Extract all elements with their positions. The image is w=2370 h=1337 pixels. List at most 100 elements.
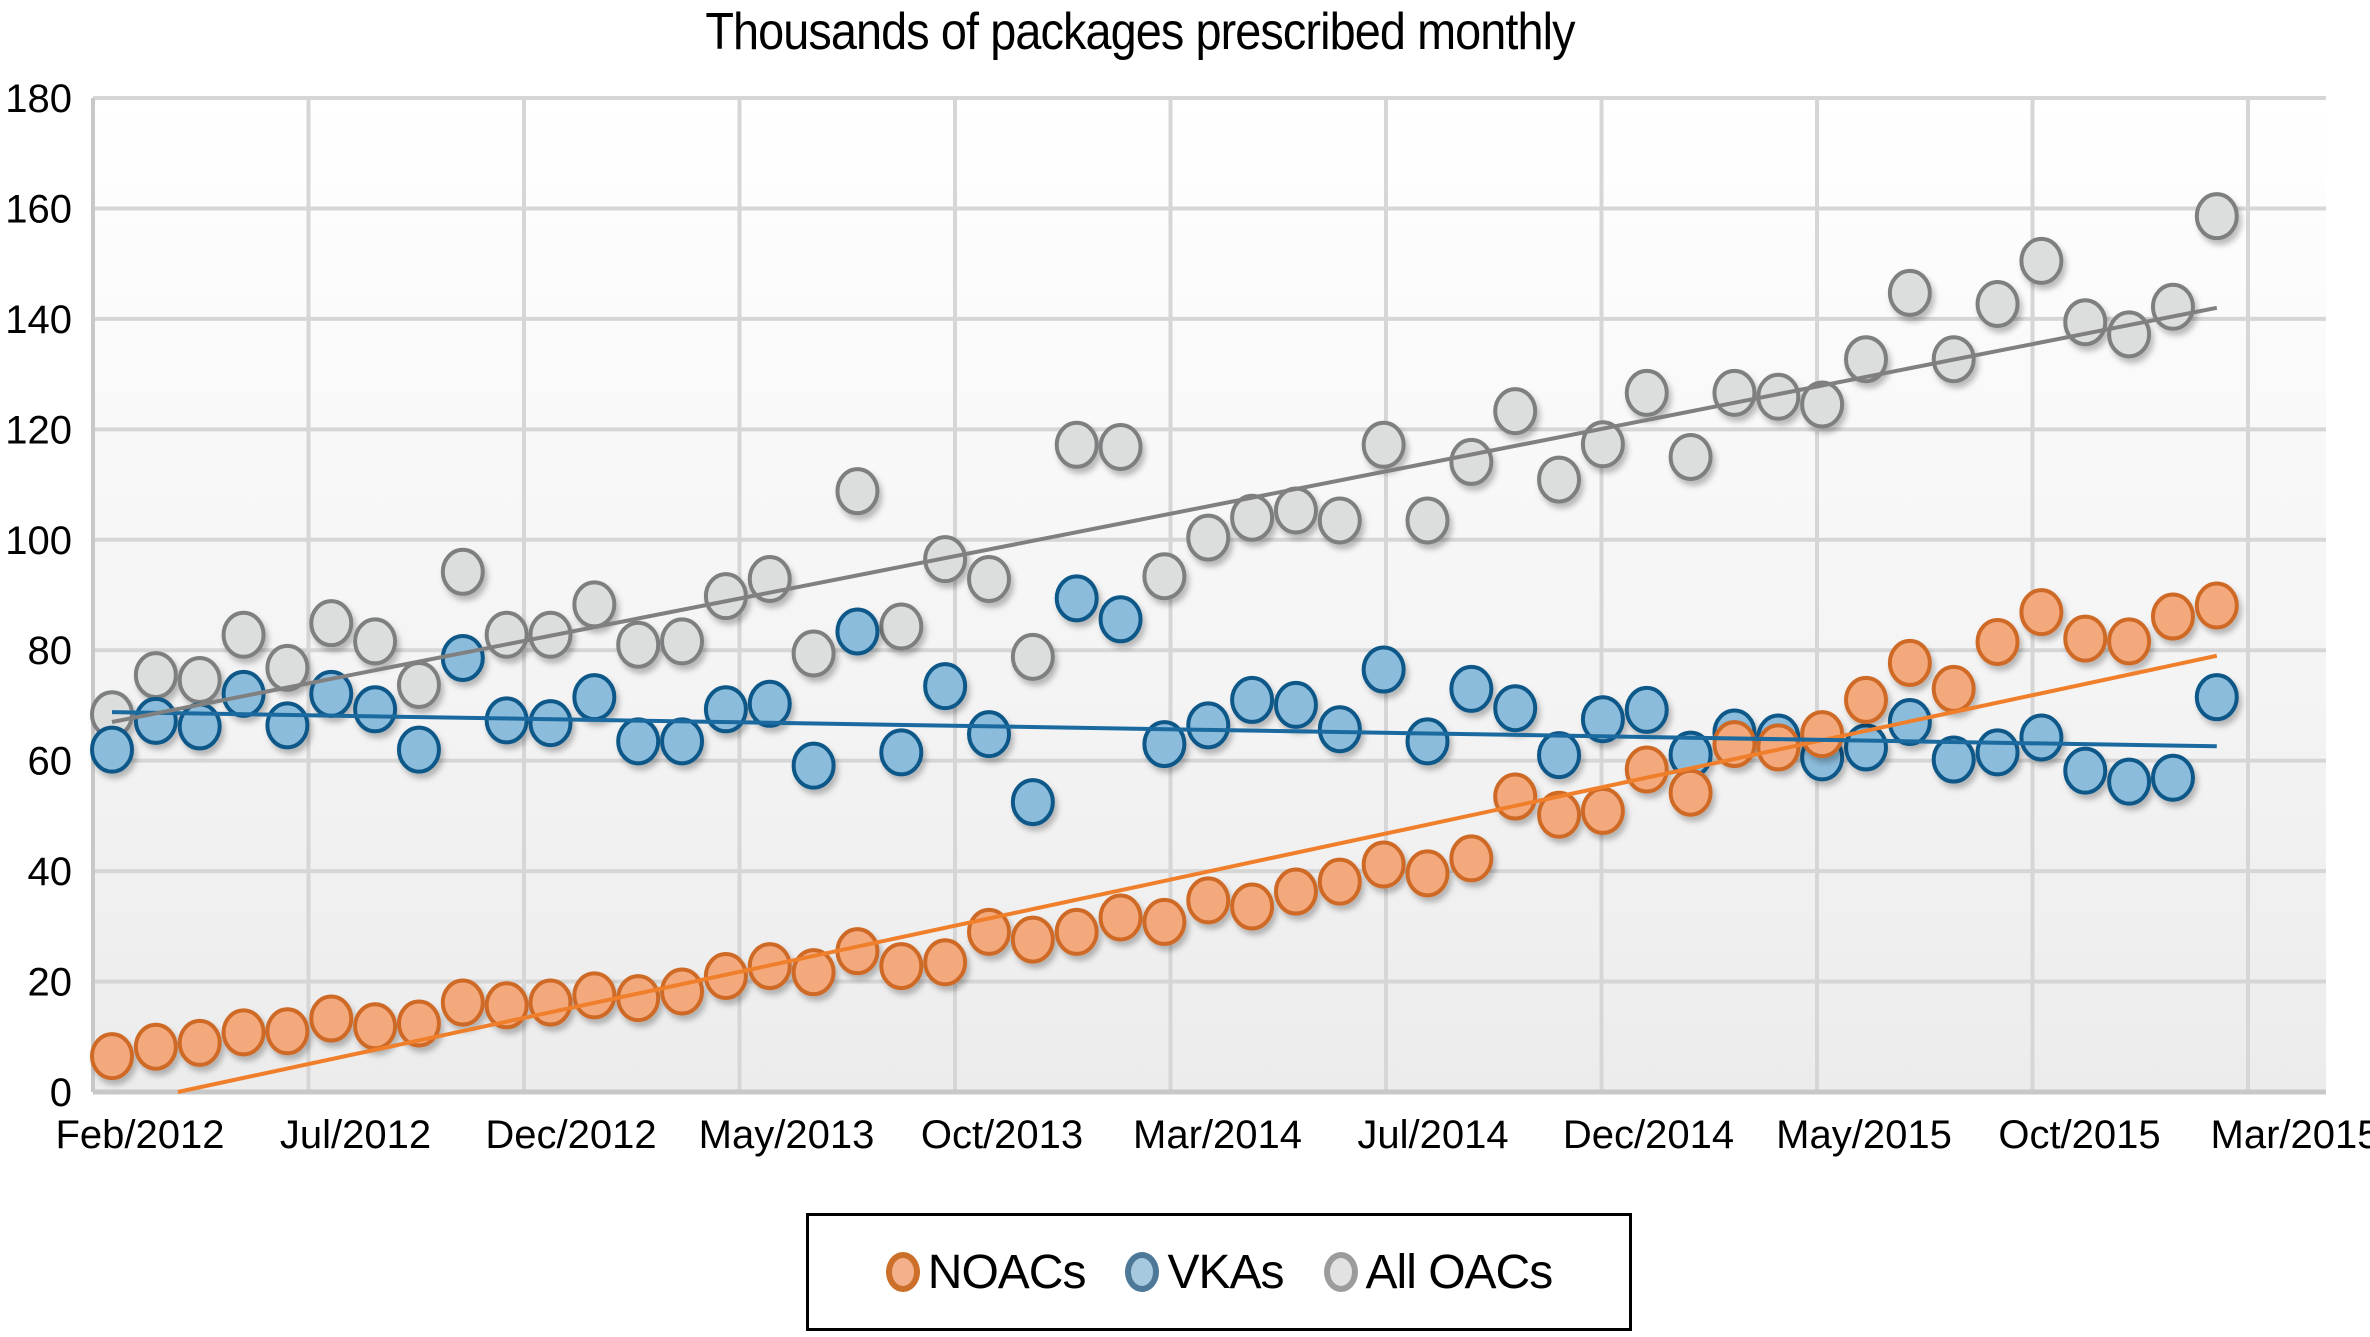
all-oacs-point <box>265 643 310 692</box>
all-oacs-point <box>616 620 661 669</box>
noacs-point <box>1010 915 1055 964</box>
vkas-point <box>1054 574 1099 623</box>
noacs-point <box>1800 710 1845 759</box>
y-tick-label: 0 <box>50 1071 72 1115</box>
noacs-point <box>353 1002 398 1051</box>
y-tick-label: 40 <box>28 850 73 894</box>
x-tick-label: Dec/2014 <box>1563 1113 1734 1157</box>
all-oacs-point <box>1186 513 1231 562</box>
series-all-oacs <box>90 192 2239 739</box>
plot-area <box>93 98 2326 1092</box>
all-oacs-point <box>1493 387 1538 436</box>
x-tick-label: Oct/2013 <box>921 1113 1083 1157</box>
noacs-marker-icon <box>885 1252 920 1292</box>
vkas-point <box>396 725 441 774</box>
series-noacs <box>90 581 2239 1081</box>
noacs-point <box>1537 790 1582 839</box>
vkas-point <box>1230 675 1275 724</box>
x-tick-label: May/2015 <box>1776 1113 1952 1157</box>
vkas-point <box>90 725 134 774</box>
vkas-point <box>2107 757 2152 806</box>
noacs-point <box>1317 857 1362 906</box>
all-oacs-point <box>1098 423 1143 472</box>
noacs-point <box>572 971 617 1020</box>
all-oacs-point <box>1273 486 1318 535</box>
all-oacs-point <box>221 610 266 659</box>
all-oacs-point <box>1361 420 1406 469</box>
vkas-point <box>879 728 924 777</box>
vkas-point <box>1361 645 1406 694</box>
vkas-point <box>1975 728 2020 777</box>
vkas-point <box>1317 705 1362 754</box>
vkas-marker-icon <box>1125 1252 1160 1292</box>
noacs-point <box>1844 675 1888 724</box>
legend: NOACs VKAs All OACs <box>806 1213 1632 1331</box>
noacs-point <box>1273 867 1318 916</box>
vkas-point <box>572 673 617 722</box>
noacs-point <box>1186 876 1231 925</box>
all-oacs-point <box>1624 368 1669 417</box>
all-oacs-point <box>835 467 880 516</box>
vkas-point <box>1010 778 1055 827</box>
x-tick-label: Oct/2015 <box>1998 1113 2160 1157</box>
x-tick-label: Jul/2014 <box>1357 1113 1508 1157</box>
legend-label-noacs: NOACs <box>927 1245 1087 1299</box>
noacs-point <box>1624 745 1669 794</box>
vkas-point <box>1142 720 1187 769</box>
vkas-point <box>1449 664 1494 713</box>
vkas-point <box>703 685 748 734</box>
legend-item-vkas[interactable]: VKAs <box>1125 1245 1285 1300</box>
all-oacs-point <box>703 572 748 621</box>
vkas-point <box>133 696 178 745</box>
noacs-point <box>265 1007 310 1056</box>
all-oacs-point <box>353 617 398 666</box>
all-oacs-point <box>1844 335 1888 384</box>
noacs-point <box>1230 882 1275 931</box>
y-tick-label: 80 <box>28 629 73 673</box>
all-oacs-point <box>660 617 705 666</box>
vkas-point <box>967 710 1011 759</box>
vkas-point <box>2194 673 2239 722</box>
all-oacs-point <box>1580 420 1625 469</box>
noacs-point <box>2150 592 2195 641</box>
noacs-point <box>1449 834 1494 883</box>
legend-item-noacs[interactable]: NOACs <box>885 1245 1087 1300</box>
vkas-point <box>1624 685 1669 734</box>
vkas-point <box>353 685 398 734</box>
y-tick-label: 160 <box>5 187 72 231</box>
all-oacs-point <box>1668 432 1713 481</box>
all-oacs-point <box>1405 496 1450 545</box>
noacs-point <box>396 999 441 1048</box>
all-oacs-point <box>967 554 1011 603</box>
all-oacs-point <box>1712 368 1757 417</box>
noacs-point <box>90 1032 134 1081</box>
noacs-trend-line <box>177 653 2218 1094</box>
all-oacs-point <box>2194 192 2239 241</box>
vkas-point <box>1931 735 1976 784</box>
vkas-point <box>440 633 485 682</box>
all-oacs-point <box>1449 437 1494 486</box>
noacs-point <box>2063 614 2108 663</box>
y-tick-label: 20 <box>28 961 73 1005</box>
vkas-point <box>1273 680 1318 729</box>
noacs-point <box>1493 772 1538 821</box>
noacs-point <box>2194 581 2239 630</box>
vkas-point <box>2019 713 2064 762</box>
noacs-point <box>1931 664 1976 713</box>
vkas-point <box>660 717 705 766</box>
noacs-point <box>1405 849 1450 898</box>
vkas-point <box>1493 684 1538 733</box>
x-tick-label: Feb/2012 <box>55 1113 224 1157</box>
noacs-point <box>660 967 705 1016</box>
legend-label-vkas: VKAs <box>1167 1245 1284 1299</box>
all-oacs-point <box>1975 279 2020 328</box>
all-oacs-point <box>2107 310 2152 359</box>
x-axis-ticks: Feb/2012 Jul/2012 Dec/2012 May/2013 Oct/2013… <box>55 1113 2370 1157</box>
noacs-point <box>1975 617 2020 666</box>
y-tick-label: 100 <box>5 519 72 563</box>
y-tick-label: 140 <box>5 298 72 342</box>
x-tick-label: Dec/2012 <box>485 1113 656 1157</box>
all-oacs-point <box>1142 552 1187 601</box>
legend-item-all-oacs[interactable]: All OACs <box>1323 1245 1553 1300</box>
